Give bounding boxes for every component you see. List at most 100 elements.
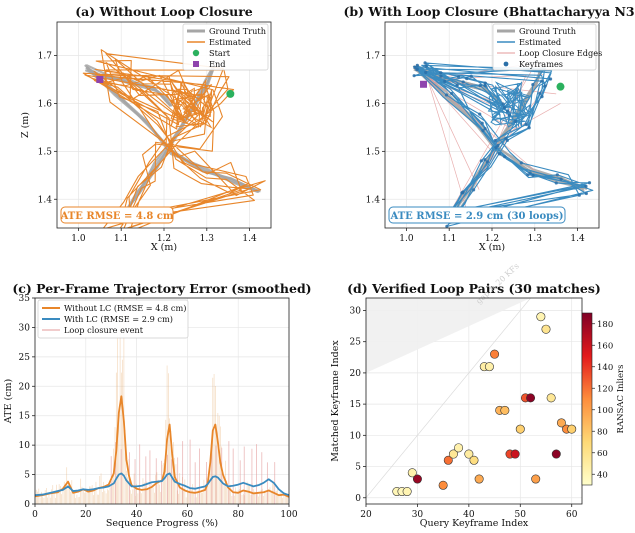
keyframe-dot <box>423 61 427 65</box>
y-tick-label: 1.6 <box>366 99 381 109</box>
y-tick-label: 0 <box>24 500 30 510</box>
legend-start-label: Start <box>209 48 231 58</box>
colorbar-tick-label: 120 <box>597 384 613 394</box>
panel-a-rmse-text: ATE RMSE = 4.8 cm <box>60 211 174 222</box>
legend-end-swatch <box>193 61 199 67</box>
keyframe-dot <box>548 77 553 81</box>
x-tick-label: 80 <box>232 510 244 520</box>
keyframe-dot <box>485 160 490 164</box>
panel-b-xlabel: X (m) <box>479 242 505 253</box>
x-tick-label: 1.0 <box>71 234 86 244</box>
keyframe-dot <box>461 80 465 84</box>
loop-pair-point <box>500 405 510 415</box>
gap-band <box>366 298 531 373</box>
panel-a-title: (a) Without Loop Closure <box>75 4 253 19</box>
keyframe-dot <box>415 67 419 72</box>
panel-b-title: (b) With Loop Closure (Bhattacharyya N3) <box>343 4 635 19</box>
keyframe-dot <box>584 191 588 196</box>
x-tick-label: 20 <box>80 510 92 520</box>
y-tick-label: 20 <box>19 382 31 392</box>
panel-a-legend-box <box>182 23 269 71</box>
y-tick-label: 25 <box>19 353 31 363</box>
keyframe-dot <box>478 84 482 88</box>
keyframe-dot <box>519 161 523 165</box>
keyframe-dot <box>496 143 500 148</box>
colorbar-tick-label: 180 <box>597 320 613 330</box>
keyframe-dot <box>513 119 518 123</box>
y-tick-label: 5 <box>24 471 30 481</box>
y-tick-label: 30 <box>19 323 31 333</box>
keyframe-dot <box>424 70 428 74</box>
legend-estimated-label: Estimated <box>209 37 251 47</box>
legend-c-no-lc-label: Without LC (RMSE = 4.8 cm) <box>64 303 186 313</box>
panel-d-ylabel: Matched Keyframe Index <box>330 340 341 462</box>
legend-end-label: End <box>209 59 226 69</box>
legend-c-event-label: Loop closure event <box>64 325 144 335</box>
keyframe-dot <box>527 126 531 130</box>
keyframe-dot <box>415 63 419 67</box>
keyframe-dot <box>479 159 484 163</box>
panel-c-series-lines <box>35 395 289 498</box>
keyframe-dot <box>469 74 473 78</box>
panel-a-ylabel: Z (m) <box>20 112 31 138</box>
colorbar-tick-label: 80 <box>597 427 608 437</box>
colorbar <box>581 312 593 486</box>
x-tick-label: 1.0 <box>399 234 414 244</box>
diagonal-line <box>366 298 531 498</box>
x-tick-label: 1.4 <box>570 234 585 244</box>
loop-pair-point <box>443 455 453 465</box>
keyframe-dot <box>455 83 459 87</box>
loop-pair-point <box>484 362 494 372</box>
keyframe-dot <box>424 64 428 68</box>
loop-pair-point <box>407 468 417 478</box>
keyframe-dot <box>413 65 417 69</box>
panel-c-ticks: 0 20 40 60 80 100 0 5 10 15 20 25 30 35 <box>19 294 298 520</box>
loop-pair-point <box>412 474 422 484</box>
panel-a-estimated-trajectory <box>82 49 266 228</box>
keyframe-dot <box>524 122 529 127</box>
loop-pair-point <box>474 474 484 484</box>
colorbar-tick-label: 100 <box>597 406 613 416</box>
keyframe-dot <box>526 173 530 177</box>
y-tick-label: 35 <box>19 294 31 304</box>
panel-a-markers <box>96 75 235 98</box>
y-tick-label: 5 <box>355 463 361 473</box>
legend-b-loop-edge-label: Loop Closure Edges <box>519 48 602 58</box>
keyframe-dot <box>504 136 508 140</box>
end-marker <box>96 75 104 83</box>
x-tick-label: 1.3 <box>528 234 543 244</box>
keyframe-dot <box>497 152 502 156</box>
legend-b-gt-label: Ground Truth <box>519 26 577 36</box>
legend-gt-label: Ground Truth <box>209 26 267 36</box>
loop-pair-point <box>469 455 479 465</box>
panel-a-ticks: 1.0 1.1 1.2 1.3 1.4 1.4 1.5 1.6 1.7 <box>38 52 257 244</box>
keyframe-dot <box>531 82 535 87</box>
legend-b-estimated-label: Estimated <box>519 37 561 47</box>
estimated-cluster <box>170 78 214 129</box>
loop-pair-point <box>531 474 541 484</box>
loop-pair-point <box>546 393 556 403</box>
panel-d-points <box>392 312 577 497</box>
y-tick-label: 1.5 <box>366 147 381 157</box>
panel-c-legend: Without LC (RMSE = 4.8 cm) With LC (RMSE… <box>37 299 189 339</box>
y-tick-label: 0 <box>355 494 361 504</box>
series-line <box>35 472 289 497</box>
panel-d-gap-band <box>366 298 531 498</box>
keyframe-dot <box>483 158 487 162</box>
colorbar-tick-label: 160 <box>597 341 613 351</box>
loop-pair-point <box>556 418 566 428</box>
panel-d-title: (d) Verified Loop Pairs (30 matches) <box>347 281 601 296</box>
keyframe-dot <box>456 75 461 79</box>
estimated-path <box>82 49 266 228</box>
y-tick-label: 15 <box>19 412 31 422</box>
x-tick-label: 1.1 <box>442 234 456 244</box>
keyframe-dot <box>460 191 465 195</box>
keyframe-dot <box>493 138 497 143</box>
x-tick-label: 100 <box>280 510 297 520</box>
estimated-cluster <box>487 81 532 130</box>
loop-pair-point <box>567 424 577 434</box>
panel-a-rmse-box: ATE RMSE = 4.8 cm <box>60 206 174 224</box>
keyframe-dot <box>481 129 485 133</box>
keyframe-dot <box>478 112 482 116</box>
x-tick-label: 1.1 <box>114 234 128 244</box>
